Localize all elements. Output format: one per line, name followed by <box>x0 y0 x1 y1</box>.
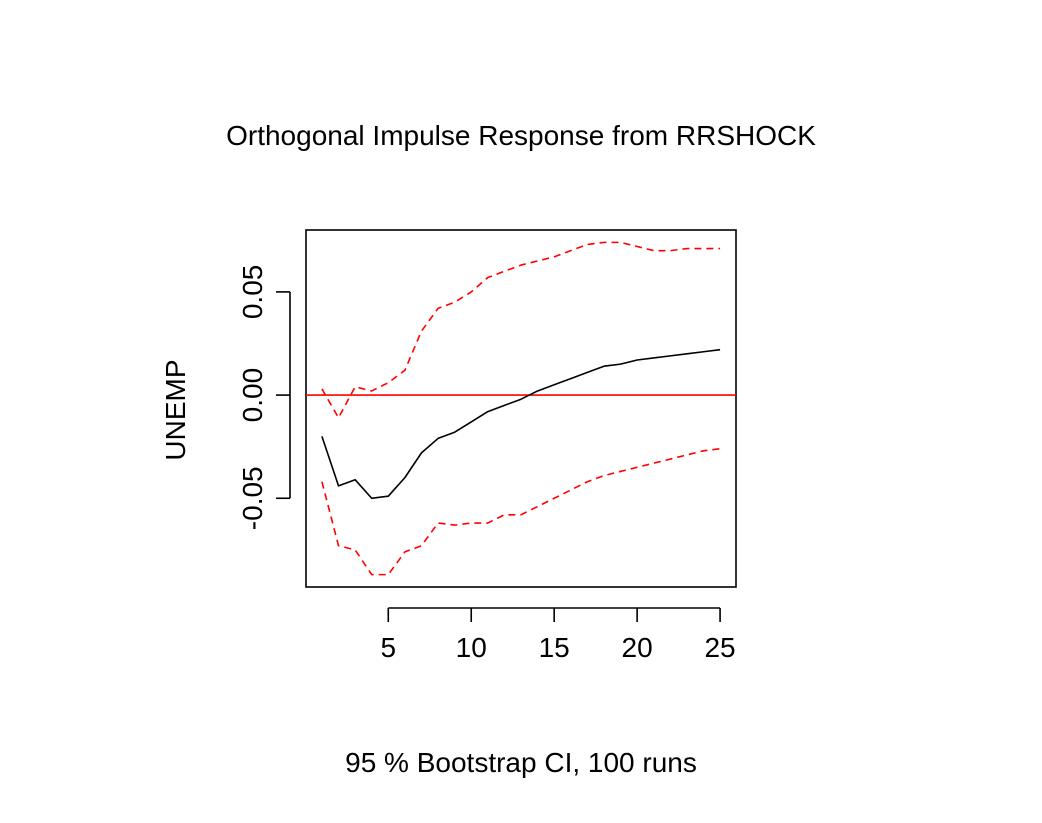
chart-title: Orthogonal Impulse Response from RRSHOCK <box>226 120 816 151</box>
y-tick-label: -0.05 <box>237 466 268 530</box>
y-tick-label: 0.00 <box>237 368 268 423</box>
series-line-lower <box>321 447 721 576</box>
y-axis-label: UNEMP <box>160 359 191 460</box>
x-tick-label: 10 <box>456 632 487 663</box>
x-tick-label: 20 <box>622 632 653 663</box>
y-axis: -0.05 0.00 0.05 <box>237 265 291 530</box>
x-axis-label: 95 % Bootstrap CI, 100 runs <box>345 747 697 778</box>
x-tick-label: 25 <box>704 632 735 663</box>
x-axis: 5 10 15 20 25 <box>380 607 736 663</box>
series-line-irf <box>321 348 721 500</box>
series-line-upper <box>321 241 721 419</box>
plot-frame <box>305 229 737 588</box>
series-layer <box>321 241 721 576</box>
x-tick-label: 15 <box>539 632 570 663</box>
y-tick-label: 0.05 <box>237 265 268 320</box>
x-tick-label: 5 <box>380 632 396 663</box>
